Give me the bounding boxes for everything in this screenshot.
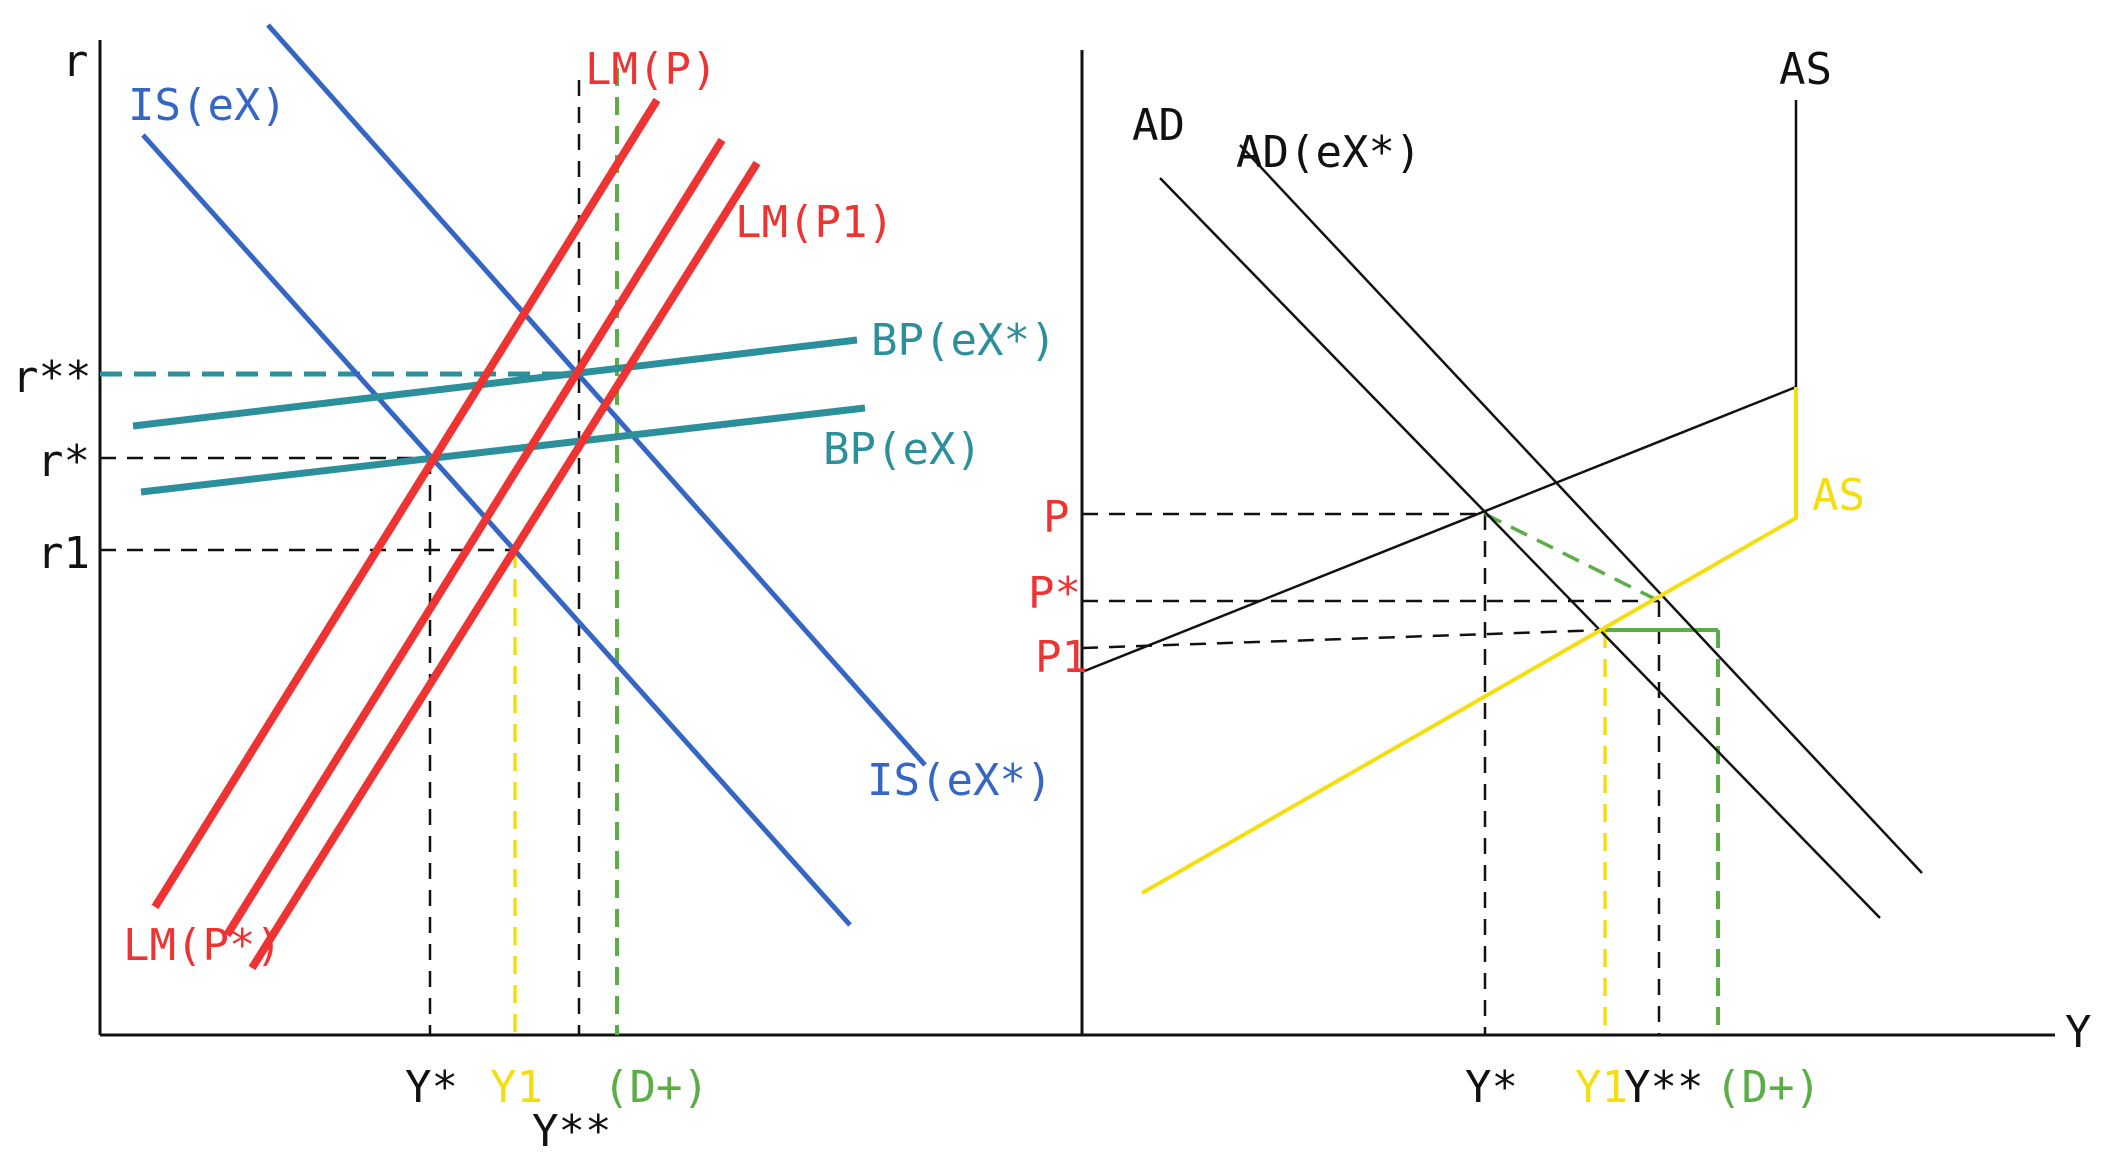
tick-y1: Y1 xyxy=(490,1062,543,1113)
lm-p-star-curve xyxy=(223,137,726,938)
tick-right-y-double-star: Y** xyxy=(1624,1062,1703,1113)
tick-p-star: P* xyxy=(1028,568,1081,619)
label-as-yellow: AS xyxy=(1812,470,1865,521)
label-is-ex: IS(eX) xyxy=(128,80,287,131)
label-is-ex-star: IS(eX*) xyxy=(867,755,1052,806)
tick-r-star: r* xyxy=(37,436,90,487)
lm-p-curve xyxy=(151,97,661,910)
label-right-x-axis: Y xyxy=(2065,1007,2092,1058)
tick-y-star: Y* xyxy=(405,1062,458,1113)
label-bp-ex: BP(eX) xyxy=(823,424,982,475)
tick-right-y-star: Y* xyxy=(1465,1062,1518,1113)
tick-right-d-plus: (D+) xyxy=(1715,1062,1821,1113)
as-black-curve xyxy=(1081,100,1798,674)
label-lm-p-star: LM(P*) xyxy=(123,920,282,971)
tick-p1: P1 xyxy=(1035,632,1088,683)
ad-ex-star-curve xyxy=(1239,144,1923,874)
is-ex-curve xyxy=(141,133,852,927)
bp-ex-curve xyxy=(140,404,866,496)
label-left-y-axis: r xyxy=(62,36,89,87)
lm-p1-curve xyxy=(248,160,761,971)
label-bp-ex-star: BP(eX*) xyxy=(871,315,1056,366)
is-ex-star-curve xyxy=(266,23,927,767)
label-as-black: AS xyxy=(1779,44,1832,95)
label-ad: AD xyxy=(1132,100,1185,151)
as-yellow-curve xyxy=(1141,387,1798,895)
right-panel: AD AD(eX*) AS AS Y P P* P1 Y* Y1 Y** (D+… xyxy=(1028,44,2092,1113)
label-lm-p: LM(P) xyxy=(585,44,717,95)
tick-y-double-star: Y** xyxy=(532,1106,611,1157)
tick-d-plus-left: (D+) xyxy=(603,1062,709,1113)
tick-r1: r1 xyxy=(37,528,90,579)
ad-curve xyxy=(1159,177,1881,919)
tick-right-y1: Y1 xyxy=(1575,1062,1628,1113)
label-ad-ex-star: AD(eX*) xyxy=(1236,127,1421,178)
guide-p1 xyxy=(1081,628,1606,650)
bp-ex-star-curve xyxy=(132,336,858,430)
tick-p: P xyxy=(1043,492,1070,543)
tick-r-double-star: r** xyxy=(12,352,91,403)
label-lm-p1: LM(P1) xyxy=(735,197,894,248)
guide-adjustment-path xyxy=(1484,512,1660,603)
left-panel: IS(eX) IS(eX*) LM(P) LM(P1) LM(P*) BP(eX… xyxy=(12,23,1082,1157)
